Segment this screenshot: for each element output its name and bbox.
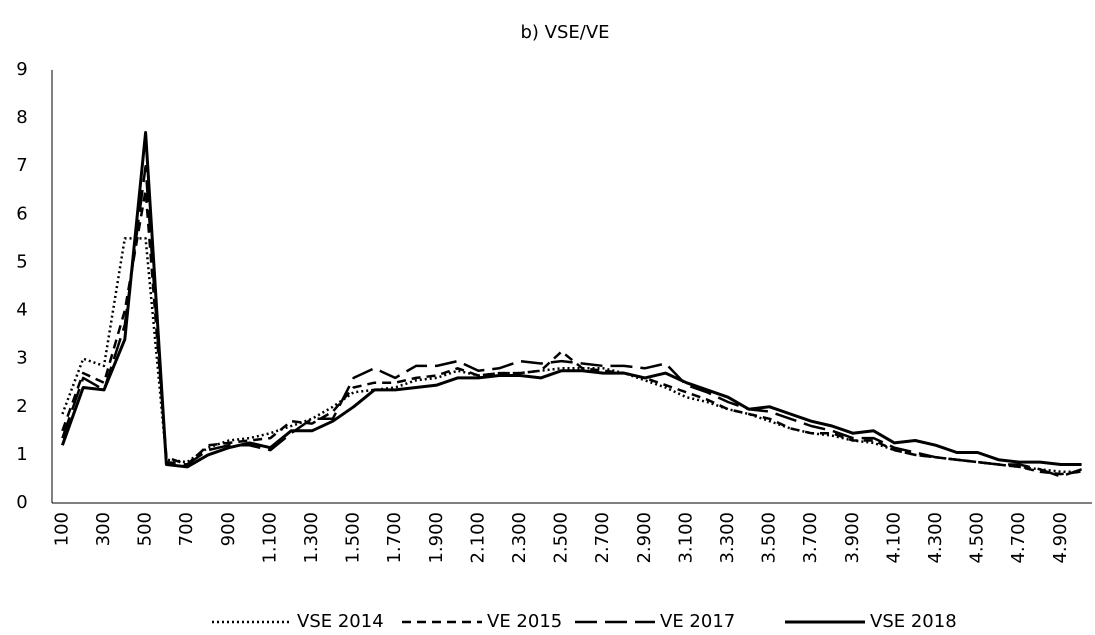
x-tick-label: 4.300 bbox=[925, 512, 946, 564]
x-tick-label: 700 bbox=[176, 512, 197, 546]
y-tick-label: 7 bbox=[16, 155, 27, 176]
x-tick-label: 2.700 bbox=[592, 512, 613, 564]
x-tick-label: 4.100 bbox=[883, 512, 904, 564]
y-tick-label: 3 bbox=[16, 348, 27, 369]
y-tick-label: 1 bbox=[16, 444, 27, 465]
chart-title: b) VSE/VE bbox=[520, 22, 609, 43]
y-tick-label: 5 bbox=[16, 251, 27, 272]
x-tick-label: 300 bbox=[93, 512, 114, 546]
y-tick-label: 8 bbox=[16, 107, 27, 128]
x-tick-label: 4.900 bbox=[1050, 512, 1071, 564]
x-tick-label: 2.500 bbox=[551, 512, 572, 564]
y-tick-label: 6 bbox=[16, 203, 27, 224]
legend-label: VSE 2014 bbox=[297, 611, 384, 632]
line-series bbox=[61, 189, 1082, 476]
legend-label: VE 2015 bbox=[487, 611, 562, 632]
x-tick-label: 2.900 bbox=[634, 512, 655, 564]
x-tick-label: 1.700 bbox=[384, 512, 405, 564]
legend-label: VE 2017 bbox=[660, 611, 735, 632]
x-tick-label: 3.100 bbox=[675, 512, 696, 564]
line-series bbox=[61, 164, 1083, 478]
x-tick-label: 3.900 bbox=[842, 512, 863, 564]
y-tick-label: 2 bbox=[16, 396, 27, 417]
x-tick-label: 3.500 bbox=[759, 512, 780, 564]
x-tick-label: 1.300 bbox=[301, 512, 322, 564]
x-tick-label: 1.100 bbox=[259, 512, 280, 564]
x-tick-label: 3.300 bbox=[717, 512, 738, 564]
y-tick-label: 0 bbox=[16, 492, 27, 513]
y-tick-label: 9 bbox=[16, 59, 27, 80]
x-tick-label: 500 bbox=[135, 512, 156, 546]
legend-label: VSE 2018 bbox=[870, 611, 957, 632]
line-series bbox=[60, 131, 1082, 469]
x-tick-label: 2.100 bbox=[467, 512, 488, 564]
line-series bbox=[61, 237, 1082, 473]
x-tick-label: 900 bbox=[218, 512, 239, 546]
y-tick-label: 4 bbox=[16, 300, 27, 321]
x-tick-label: 2.300 bbox=[509, 512, 530, 564]
x-tick-label: 4.500 bbox=[967, 512, 988, 564]
x-tick-label: 4.700 bbox=[1008, 512, 1029, 564]
x-tick-label: 1.900 bbox=[426, 512, 447, 564]
x-tick-label: 3.700 bbox=[800, 512, 821, 564]
x-tick-label: 100 bbox=[51, 512, 72, 546]
x-tick-label: 1.500 bbox=[343, 512, 364, 564]
